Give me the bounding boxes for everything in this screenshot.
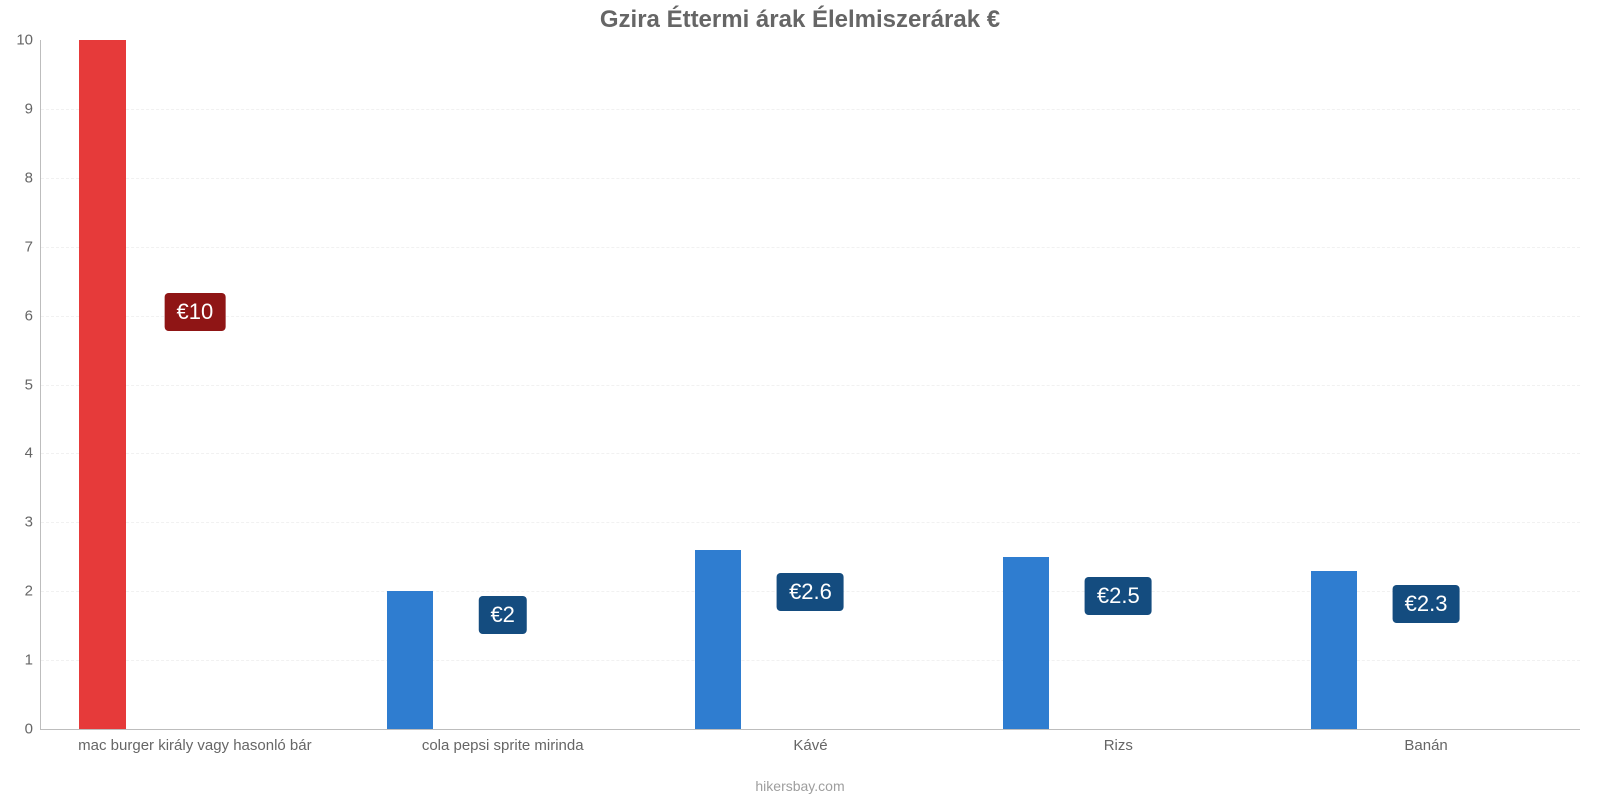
value-badge: €2.5 [1085,577,1152,615]
x-tick-label: Banán [1404,729,1447,754]
value-badge: €2.3 [1393,585,1460,623]
y-tick-label: 0 [25,721,41,738]
y-tick-label: 10 [16,32,41,49]
y-tick-label: 5 [25,376,41,393]
bar-slot: €10mac burger király vagy hasonló bár [41,40,349,729]
y-tick-label: 1 [25,652,41,669]
x-tick-label: mac burger király vagy hasonló bár [78,729,311,754]
bar-slot: €2.3Banán [1272,40,1580,729]
y-tick-label: 2 [25,583,41,600]
y-tick-label: 6 [25,307,41,324]
y-tick-label: 4 [25,445,41,462]
bar [695,550,741,729]
x-tick-label: Rizs [1104,729,1133,754]
value-badge: €10 [165,293,226,331]
y-tick-label: 9 [25,100,41,117]
bar [1311,571,1357,729]
chart-caption: hikersbay.com [0,778,1600,794]
bar-slot: €2.5Rizs [964,40,1272,729]
bar [1003,557,1049,729]
bars-container: €10mac burger király vagy hasonló bár€2c… [41,40,1580,729]
chart-title: Gzira Éttermi árak Élelmiszerárak € [0,0,1600,34]
bar [387,591,433,729]
price-bar-chart: Gzira Éttermi árak Élelmiszerárak € 0123… [0,0,1600,800]
value-badge: €2.6 [777,573,844,611]
bar [79,40,125,729]
y-tick-label: 7 [25,238,41,255]
x-tick-label: Kávé [793,729,827,754]
plot-area: 012345678910 €10mac burger király vagy h… [40,40,1580,730]
y-tick-label: 8 [25,169,41,186]
value-badge: €2 [478,596,526,634]
bar-slot: €2cola pepsi sprite mirinda [349,40,657,729]
bar-slot: €2.6Kávé [657,40,965,729]
y-tick-label: 3 [25,514,41,531]
x-tick-label: cola pepsi sprite mirinda [422,729,584,754]
